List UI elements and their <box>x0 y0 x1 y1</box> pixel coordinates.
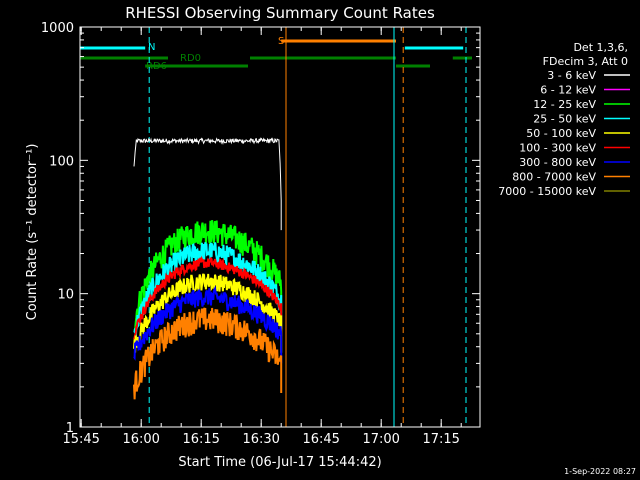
y-axis-label: Count Rate (s⁻¹ detector⁻¹) <box>25 144 40 321</box>
series-line-1 <box>133 220 283 332</box>
legend-header-line-1: Det 1,3,6, <box>573 41 628 54</box>
x-axis-label: Start Time (06-Jul-17 15:44:42) <box>178 455 381 470</box>
legend-label-7: 800 - 7000 keV <box>512 171 596 184</box>
legend-label-5: 100 - 300 keV <box>519 142 596 155</box>
series-line-3 <box>133 255 283 340</box>
legend-label-1: 6 - 12 keV <box>540 84 596 97</box>
series-line-0 <box>133 137 282 231</box>
x-tick-label-4: 16:45 <box>302 432 339 447</box>
x-tick-label-1: 16:00 <box>122 432 159 447</box>
y-tick-label-2: 100 <box>49 154 74 169</box>
x-tick-label-3: 16:30 <box>242 432 279 447</box>
y-tick-label-3: 1000 <box>41 21 74 36</box>
chart-title: RHESSI Observing Summary Count Rates <box>125 4 435 22</box>
x-tick-label-2: 16:15 <box>182 432 219 447</box>
x-tick-label-0: 15:45 <box>62 432 99 447</box>
series-line-4 <box>133 273 283 353</box>
legend-header-line-2: FDecim 3, Att 0 <box>543 55 628 68</box>
y-tick-label-0: 1 <box>66 421 74 436</box>
plot-frame <box>79 26 481 428</box>
y-axis-ticks: 1 10 100 1000 <box>41 21 480 436</box>
night-flag-label: N <box>148 42 155 53</box>
legend-label-2: 12 - 25 keV <box>533 98 596 111</box>
legend-label-0: 3 - 6 keV <box>547 69 596 82</box>
series-line-2 <box>133 242 283 339</box>
x-tick-label-5: 17:00 <box>362 432 399 447</box>
data-series <box>133 137 283 400</box>
legend-label-8: 7000 - 15000 keV <box>498 185 596 198</box>
legend-label-3: 25 - 50 keV <box>533 113 596 126</box>
x-axis-ticks: 15:45 16:00 16:15 16:30 16:45 17:00 17:15 <box>62 27 462 447</box>
footer-timestamp: 1-Sep-2022 08:27 <box>564 467 636 476</box>
legend-label-4: 50 - 100 keV <box>526 127 596 140</box>
x-tick-label-6: 17:15 <box>422 432 459 447</box>
series-line-5 <box>133 285 283 364</box>
rd6-flag-label: RD6 <box>146 61 167 72</box>
flag-bars: N S RD0 RD6 <box>80 36 472 72</box>
saa-flag-label: S <box>278 36 284 47</box>
rd0-flag-label: RD0 <box>180 53 201 64</box>
legend-label-6: 300 - 800 keV <box>519 156 596 169</box>
series-line-6 <box>133 307 283 400</box>
y-tick-label-1: 10 <box>57 288 74 303</box>
